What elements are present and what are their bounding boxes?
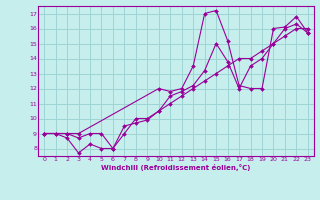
X-axis label: Windchill (Refroidissement éolien,°C): Windchill (Refroidissement éolien,°C) xyxy=(101,164,251,171)
